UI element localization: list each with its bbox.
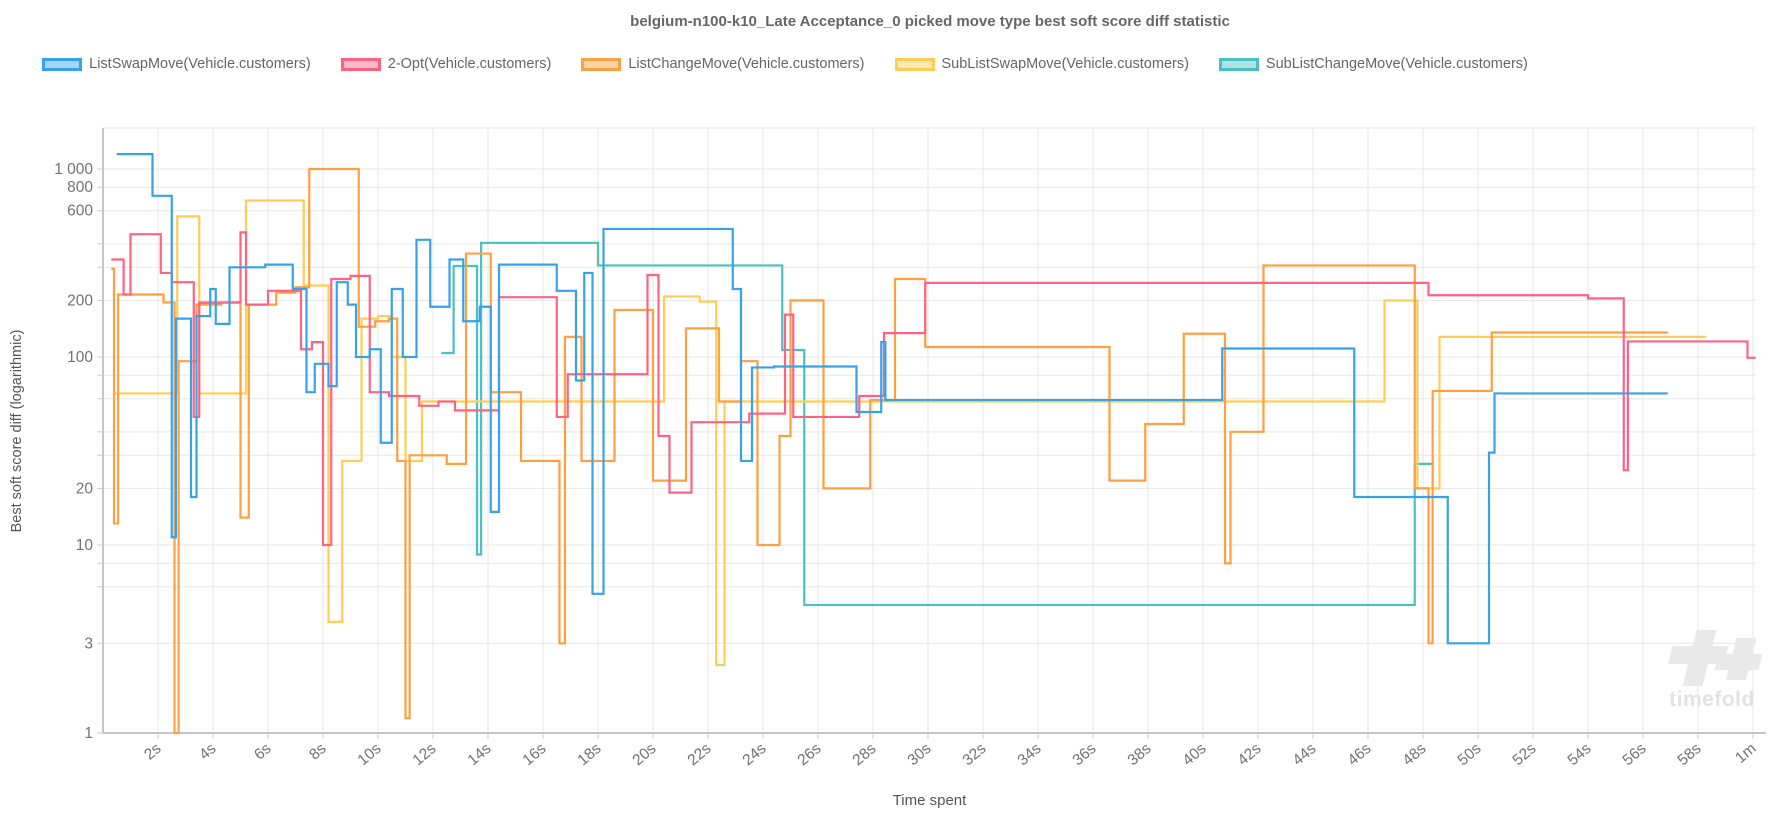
x-tick-label: 44s [1289,740,1319,769]
series-line-sub-list-swap-move [114,199,1707,667]
y-tick-label: 800 [67,179,93,196]
x-tick-label: 38s [1124,740,1154,769]
x-tick-label: 12s [409,740,439,769]
x-tick-label: 30s [904,740,934,769]
legend-item-label: SubListChangeMove(Vehicle.customers) [1265,56,1528,72]
x-tick-label: 14s [464,740,494,769]
series-line-sub-list-change-move [441,241,1434,607]
legend-item-label: 2-Opt(Vehicle.customers) [387,56,552,72]
legend-item-1[interactable]: 2-Opt(Vehicle.customers) [340,56,552,72]
x-tick-label: 10s [354,740,384,769]
x-tick-label: 48s [1399,740,1429,769]
y-tick-label: 3 [84,635,93,652]
x-tick-label: 16s [519,740,549,769]
timefold-logo-icon [1655,626,1770,686]
x-tick-label: 26s [794,740,824,769]
legend-item-0[interactable]: ListSwapMove(Vehicle.customers) [42,56,311,72]
page-title: belgium-n100-k10_Late Acceptance_0 picke… [630,13,1230,30]
x-tick-label: 1m [1732,740,1759,767]
series-line-two-opt [111,231,1756,547]
y-tick-label: 100 [67,349,93,366]
axes [97,128,1766,739]
legend-item-label: ListChangeMove(Vehicle.customers) [628,56,865,72]
x-tick-label: 24s [739,740,769,769]
x-axis-title: Time spent [892,792,967,809]
legend-swatch-icon [1218,57,1259,71]
watermark: timefold [1662,626,1763,722]
x-tick-label: 4s [196,740,220,764]
x-tick-label: 58s [1674,740,1704,769]
x-tick-label: 28s [849,740,879,769]
x-tick-label: 56s [1619,740,1649,769]
y-tick-label: 600 [67,203,93,220]
watermark-text: timefold [1669,688,1755,711]
y-tick-label: 1 000 [54,161,93,178]
legend-swatch-icon [42,57,83,71]
y-tick-label: 200 [67,292,93,309]
legend-item-label: SubListSwapMove(Vehicle.customers) [941,56,1189,72]
x-tick-label: 34s [1014,740,1044,769]
legend-swatch-icon [340,57,381,71]
x-tick-label: 42s [1234,740,1264,769]
x-tick-label: 18s [574,740,604,769]
x-tick-label: 6s [251,740,275,764]
legend: ListSwapMove(Vehicle.customers) 2-Opt(Veh… [0,56,1570,72]
y-tick-label: 20 [76,480,94,497]
x-tick-label: 36s [1069,740,1099,769]
x-tick-label: 2s [141,740,165,764]
x-tick-label: 54s [1564,740,1594,769]
legend-item-3[interactable]: SubListSwapMove(Vehicle.customers) [894,56,1189,72]
x-tick-label: 8s [306,740,330,764]
x-tick-label: 20s [629,740,659,769]
x-tick-label: 32s [959,740,989,769]
legend-item-label: ListSwapMove(Vehicle.customers) [89,56,311,72]
legend-swatch-icon [894,57,935,71]
y-tick-label: 10 [76,537,94,554]
legend-swatch-icon [581,57,622,71]
x-tick-label: 46s [1344,740,1374,769]
y-tick-label: 1 [84,725,93,742]
legend-item-4[interactable]: SubListChangeMove(Vehicle.customers) [1218,56,1528,72]
x-tick-label: 52s [1509,740,1539,769]
x-tick-label: 22s [684,740,714,769]
series-line-list-swap-move [116,153,1668,645]
gridlines [103,127,1756,734]
legend-item-2[interactable]: ListChangeMove(Vehicle.customers) [581,56,865,72]
series-line-list-change-move [111,167,1668,735]
x-tick-label: 40s [1179,740,1209,769]
x-tick-label: 50s [1454,740,1484,769]
